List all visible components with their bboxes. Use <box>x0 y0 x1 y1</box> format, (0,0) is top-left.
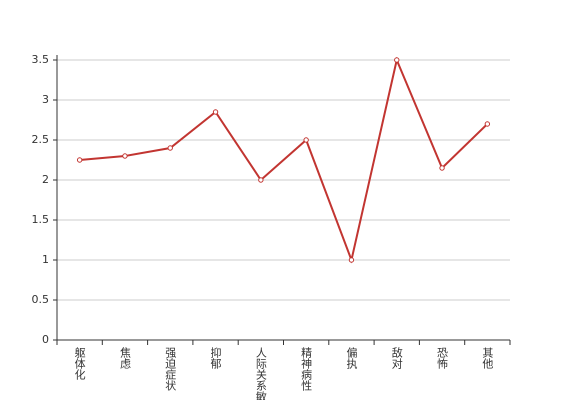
x-tick-label: 其他 <box>481 347 494 369</box>
y-tick-label: 3.5 <box>32 53 50 66</box>
x-tick-label: 敌对 <box>390 346 403 369</box>
x-tick-label: 躯体化 <box>73 347 86 381</box>
x-tick-label: 强迫症状 <box>164 347 177 391</box>
point <box>484 121 491 127</box>
point <box>303 137 309 143</box>
x-tick-label: 恐怖 <box>436 347 449 369</box>
point <box>258 177 264 183</box>
x-tick-label: 人际关系敏感 <box>254 347 267 400</box>
line <box>79 56 489 264</box>
point <box>212 109 219 115</box>
y-tick-label: 0 <box>42 333 49 346</box>
x-tick-label: 偏执 <box>345 346 358 370</box>
point <box>439 165 445 171</box>
y-tick-label: 2.5 <box>32 133 50 146</box>
y-tick-label: 1.5 <box>32 213 50 226</box>
point <box>348 257 355 263</box>
y-tick-label: 2 <box>42 173 49 186</box>
point <box>76 157 83 163</box>
point <box>394 57 400 63</box>
point <box>122 153 128 159</box>
y-tick-label: 3 <box>42 93 49 106</box>
y-tick-label: 1 <box>42 253 49 266</box>
x-tick-label: 精神病性 <box>300 347 313 392</box>
point <box>167 145 173 151</box>
x-tick-label: 焦虑 <box>118 347 131 369</box>
y-tick-label: 0.5 <box>32 293 50 306</box>
x-tick-label: 抑郁 <box>209 346 222 369</box>
